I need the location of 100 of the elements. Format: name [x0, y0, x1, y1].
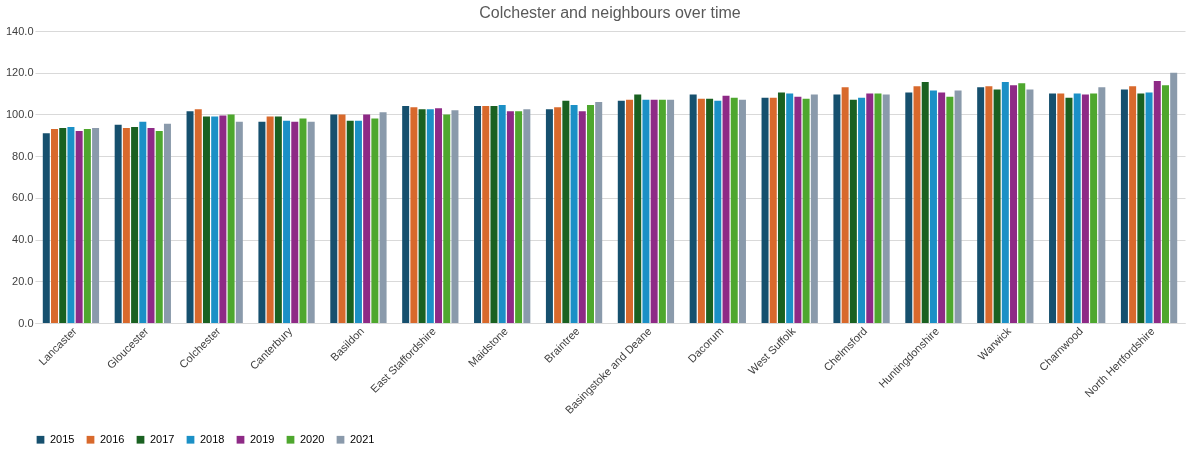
bar [194, 109, 202, 323]
bar [786, 93, 794, 323]
bar [266, 116, 274, 323]
bar [913, 86, 921, 323]
bar [1010, 85, 1018, 323]
bar [810, 94, 818, 323]
legend-label: 2020 [300, 432, 325, 445]
bar [706, 98, 714, 323]
bar [1065, 97, 1073, 323]
y-tick-label: 20.0 [12, 274, 34, 287]
bar [1170, 72, 1178, 323]
bar [570, 105, 578, 323]
y-tick-label: 60.0 [12, 191, 34, 204]
bar [211, 116, 219, 323]
bar [874, 93, 882, 323]
bar [650, 99, 658, 323]
bar [1090, 93, 1098, 323]
bar [1120, 89, 1128, 323]
bar [993, 89, 1001, 323]
bar [562, 100, 570, 323]
bar [697, 98, 705, 323]
bar [379, 112, 387, 323]
bar [841, 87, 849, 323]
y-tick-label: 0.0 [18, 316, 34, 329]
bar [1057, 93, 1065, 323]
bar [330, 114, 338, 323]
bar [1026, 89, 1034, 323]
bar [418, 109, 426, 323]
bar [410, 107, 418, 323]
bar [363, 114, 371, 323]
bar [515, 111, 523, 323]
bar [578, 111, 586, 323]
bar [59, 127, 67, 323]
bar [147, 127, 155, 323]
bar [155, 131, 163, 323]
bar [114, 124, 122, 323]
bar [283, 120, 291, 323]
bar [866, 93, 874, 323]
bar [1001, 82, 1009, 323]
legend-label: 2015 [50, 432, 75, 445]
legend-label: 2017 [150, 432, 175, 445]
bar [186, 111, 194, 323]
y-tick-label: 40.0 [12, 233, 34, 246]
bar [227, 114, 235, 323]
y-tick-label: 120.0 [5, 66, 34, 79]
bar [42, 133, 50, 323]
bar [451, 110, 459, 323]
bar [769, 97, 777, 323]
bar [802, 98, 810, 323]
bar [67, 126, 75, 323]
bar [849, 99, 857, 323]
bar [1137, 93, 1145, 323]
bar [761, 97, 769, 323]
bar [202, 116, 210, 323]
bar [506, 111, 514, 323]
bar [258, 121, 266, 323]
bar [554, 107, 562, 323]
bar [1081, 94, 1089, 323]
bar [291, 121, 299, 323]
bar [946, 96, 954, 323]
y-tick-label: 80.0 [12, 149, 34, 162]
bar [1073, 93, 1081, 323]
bar [626, 99, 634, 323]
bar [1018, 83, 1026, 323]
bar [1145, 92, 1153, 323]
bar [338, 114, 346, 323]
bar [163, 123, 171, 323]
bar [371, 118, 379, 323]
bar [426, 109, 434, 323]
bar [730, 97, 738, 323]
bar [545, 109, 553, 323]
bar [938, 92, 946, 323]
bar [617, 100, 625, 323]
bar [689, 94, 697, 323]
bar [346, 120, 354, 323]
bar [794, 96, 802, 323]
bar [490, 106, 498, 323]
bar [131, 126, 139, 323]
bar [92, 127, 100, 323]
bar [1153, 81, 1161, 323]
y-tick-label: 140.0 [5, 24, 34, 37]
bar [985, 86, 993, 323]
legend-label: 2019 [250, 432, 275, 445]
bar [299, 118, 307, 323]
bar [75, 131, 83, 323]
bar [634, 94, 642, 323]
bar [642, 99, 650, 323]
y-tick-label: 100.0 [5, 107, 34, 120]
legend-label: 2018 [200, 432, 225, 445]
bar [905, 92, 913, 323]
bar [122, 127, 130, 323]
bar [443, 114, 451, 323]
bar [51, 129, 59, 323]
bar [777, 92, 785, 323]
chart-title: Colchester and neighbours over time [479, 4, 741, 21]
bar [1161, 85, 1169, 323]
bar [921, 82, 929, 323]
bar [219, 115, 227, 323]
bar [1049, 93, 1057, 323]
bar [722, 95, 730, 323]
